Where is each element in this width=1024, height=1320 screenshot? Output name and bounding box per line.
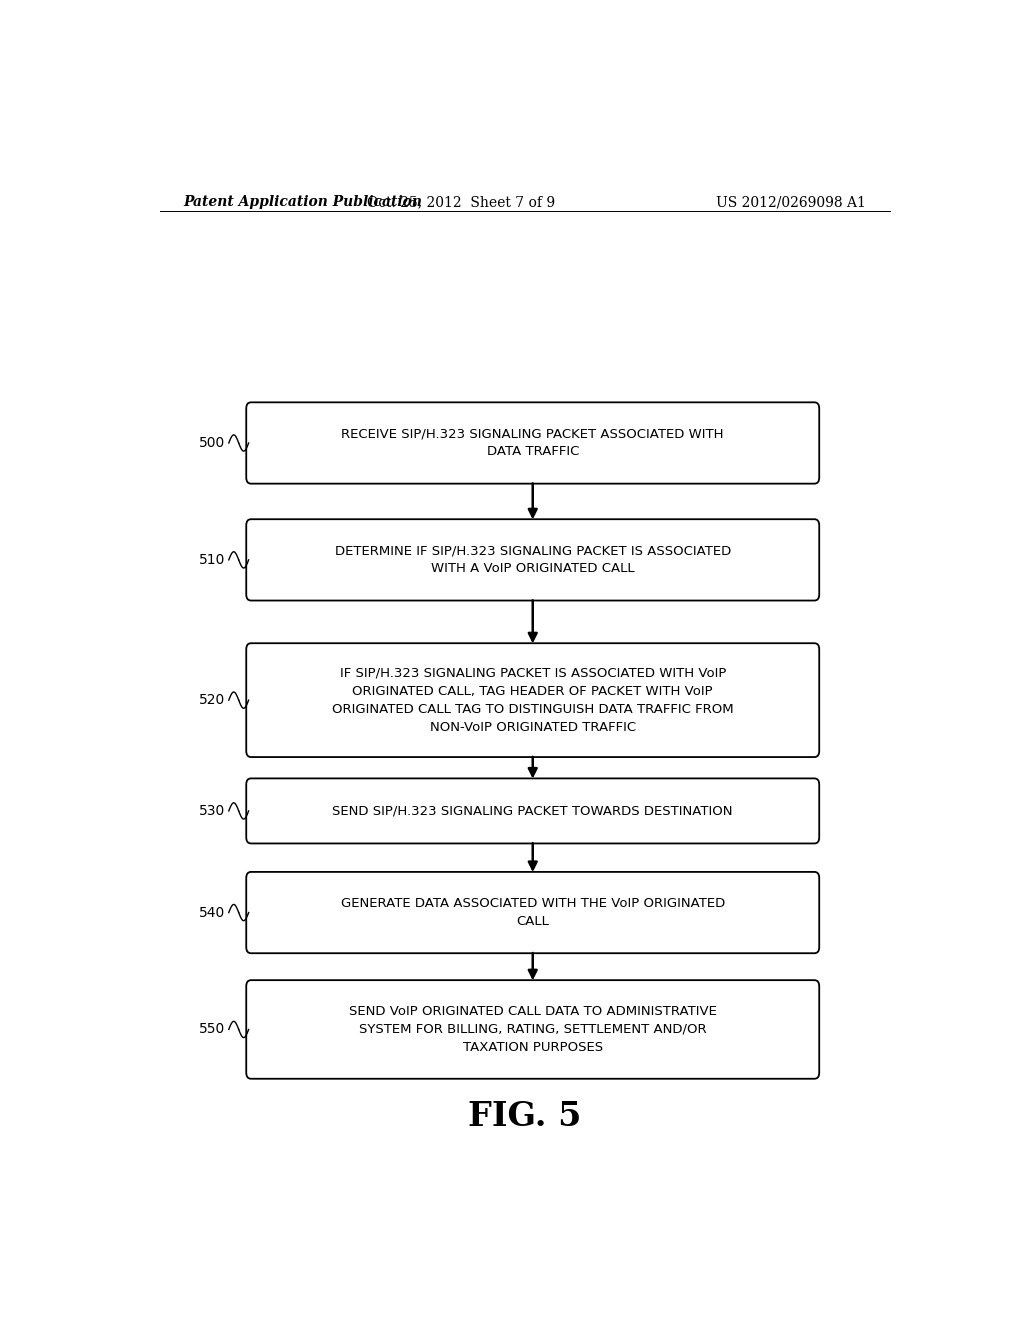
- Text: SEND VoIP ORIGINATED CALL DATA TO ADMINISTRATIVE
SYSTEM FOR BILLING, RATING, SET: SEND VoIP ORIGINATED CALL DATA TO ADMINI…: [349, 1005, 717, 1053]
- Text: IF SIP/H.323 SIGNALING PACKET IS ASSOCIATED WITH VoIP
ORIGINATED CALL, TAG HEADE: IF SIP/H.323 SIGNALING PACKET IS ASSOCIA…: [332, 667, 733, 734]
- FancyBboxPatch shape: [246, 779, 819, 843]
- FancyBboxPatch shape: [246, 519, 819, 601]
- FancyBboxPatch shape: [246, 403, 819, 483]
- Text: Patent Application Publication: Patent Application Publication: [183, 195, 423, 209]
- Text: GENERATE DATA ASSOCIATED WITH THE VoIP ORIGINATED
CALL: GENERATE DATA ASSOCIATED WITH THE VoIP O…: [341, 898, 725, 928]
- Text: 500: 500: [200, 436, 225, 450]
- Text: 540: 540: [200, 906, 225, 920]
- Text: 550: 550: [200, 1023, 225, 1036]
- Text: 510: 510: [200, 553, 226, 566]
- Text: 530: 530: [200, 804, 225, 818]
- FancyBboxPatch shape: [246, 643, 819, 758]
- Text: DETERMINE IF SIP/H.323 SIGNALING PACKET IS ASSOCIATED
WITH A VoIP ORIGINATED CAL: DETERMINE IF SIP/H.323 SIGNALING PACKET …: [335, 544, 731, 576]
- Text: FIG. 5: FIG. 5: [468, 1101, 582, 1134]
- Text: Oct. 25, 2012  Sheet 7 of 9: Oct. 25, 2012 Sheet 7 of 9: [368, 195, 555, 209]
- FancyBboxPatch shape: [246, 981, 819, 1078]
- FancyBboxPatch shape: [246, 873, 819, 953]
- Text: RECEIVE SIP/H.323 SIGNALING PACKET ASSOCIATED WITH
DATA TRAFFIC: RECEIVE SIP/H.323 SIGNALING PACKET ASSOC…: [341, 428, 724, 458]
- Text: 520: 520: [200, 693, 225, 708]
- Text: US 2012/0269098 A1: US 2012/0269098 A1: [716, 195, 866, 209]
- Text: SEND SIP/H.323 SIGNALING PACKET TOWARDS DESTINATION: SEND SIP/H.323 SIGNALING PACKET TOWARDS …: [333, 804, 733, 817]
